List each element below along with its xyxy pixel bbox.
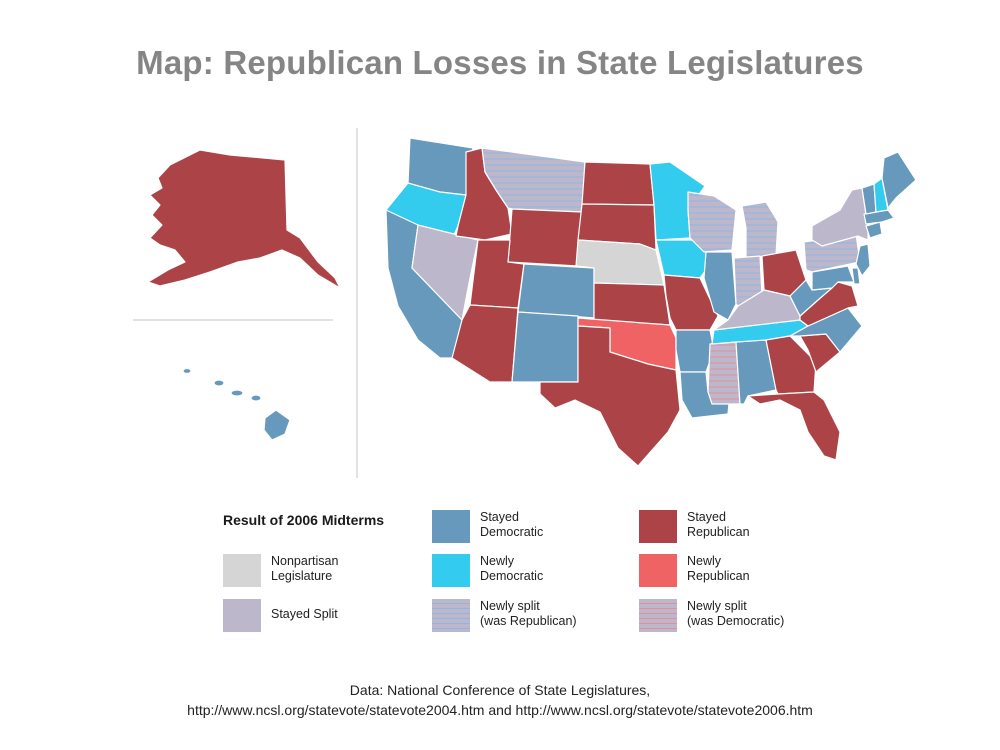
state-michigan[interactable] [741, 201, 779, 259]
legend-swatch [223, 554, 261, 587]
state-new-mexico[interactable] [511, 311, 579, 383]
legend-label: Newly split (was Democratic) [687, 599, 785, 628]
legend-label: Nonpartisan Legislature [271, 554, 339, 583]
state-texas[interactable] [539, 325, 681, 467]
legend-swatch [223, 599, 261, 632]
map-svg [133, 128, 917, 478]
data-source-note: Data: National Conference of State Legis… [0, 680, 1000, 720]
legend-label: Stayed Democratic [480, 510, 544, 539]
source-line-2: http://www.ncsl.org/statevote/statevote2… [187, 702, 813, 718]
legend-item-newly-republican: Newly Republican [639, 554, 797, 587]
legend-label: Stayed Republican [687, 510, 750, 539]
legend-label: Stayed Split [271, 607, 338, 621]
state-wisconsin[interactable] [687, 191, 737, 253]
legend-item-newly-split-was-democratic: Newly split (was Democratic) [639, 599, 797, 632]
state-maryland[interactable] [811, 265, 855, 291]
state-arkansas[interactable] [675, 329, 715, 373]
legend-item-newly-democratic: Newly Democratic [432, 554, 590, 587]
state-new-york[interactable] [811, 187, 869, 247]
state-kansas[interactable] [593, 282, 671, 326]
state-maine[interactable] [881, 151, 917, 209]
legend-swatch [639, 510, 677, 543]
legend-swatch [639, 554, 677, 587]
legend-item-newly-split-was-republican: Newly split (was Republican) [432, 599, 590, 632]
legend-item-stayed-split: Stayed Split [223, 599, 381, 632]
legend-label: Newly Democratic [480, 554, 544, 583]
legend-label: Newly Republican [687, 554, 750, 583]
legend-swatch [432, 599, 470, 632]
legend-swatch [432, 554, 470, 587]
state-florida[interactable] [747, 391, 841, 461]
state-colorado[interactable] [517, 263, 595, 319]
state-mississippi[interactable] [707, 341, 741, 405]
state-alaska[interactable] [147, 149, 341, 289]
legend-item-nonpartisan: Nonpartisan Legislature [223, 554, 381, 587]
legend-swatch [639, 599, 677, 632]
state-new-jersey[interactable] [855, 243, 871, 277]
state-new-hampshire[interactable] [873, 177, 889, 213]
state-north-dakota[interactable] [581, 161, 655, 206]
legend-title: Result of 2006 Midterms [223, 512, 385, 528]
state-hawaii[interactable] [182, 367, 291, 441]
state-wyoming[interactable] [507, 208, 583, 267]
source-line-1: Data: National Conference of State Legis… [349, 682, 651, 698]
legend-label: Newly split (was Republican) [480, 599, 577, 628]
legend-item-stayed-democratic: Stayed Democratic [432, 510, 590, 543]
us-map [133, 128, 917, 478]
legend-swatch [432, 510, 470, 543]
legend-item-stayed-republican: Stayed Republican [639, 510, 797, 543]
map-title: Map: Republican Losses in State Legislat… [136, 44, 864, 81]
state-delaware[interactable] [851, 267, 861, 285]
